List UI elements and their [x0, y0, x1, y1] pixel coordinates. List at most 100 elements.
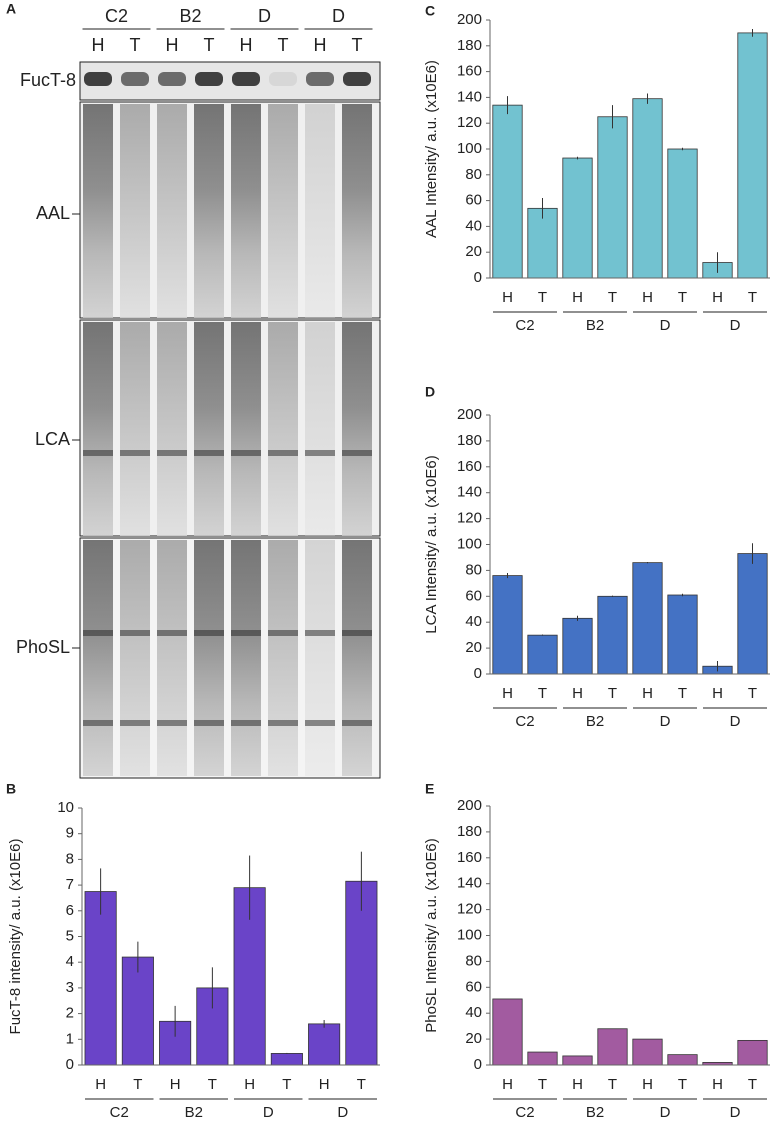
x-tick-label: H	[642, 1076, 653, 1093]
y-tick-label: 120	[457, 901, 482, 918]
y-tick-label: 0	[66, 1056, 74, 1073]
y-tick-label: 120	[457, 510, 482, 527]
x-tick-label: T	[748, 289, 757, 306]
x-tick-label: H	[712, 1076, 723, 1093]
blot-lane	[120, 104, 150, 318]
y-tick-label: 40	[465, 1004, 482, 1021]
y-tick-label: 0	[474, 269, 482, 286]
bar	[492, 575, 523, 675]
lane-label: T	[130, 35, 141, 55]
blot-lane	[305, 104, 335, 318]
row-label: AAL	[36, 203, 70, 223]
group-label: D	[660, 713, 671, 730]
blot-lane	[194, 540, 224, 776]
group-label: B2	[586, 713, 604, 730]
y-tick-label: 200	[457, 11, 482, 28]
x-tick-label: T	[748, 1076, 757, 1093]
blot-lane	[120, 540, 150, 776]
bar	[737, 1039, 768, 1066]
blot-lane	[120, 322, 150, 536]
blot-band	[305, 720, 335, 726]
x-tick-label: T	[678, 685, 687, 702]
blot-band	[120, 450, 150, 456]
row-label: FucT-8	[20, 70, 76, 90]
x-tick-label: T	[608, 289, 617, 306]
y-tick-label: 180	[457, 37, 482, 54]
y-tick-label: 160	[457, 458, 482, 475]
group-label: C2	[515, 1104, 534, 1121]
y-tick-label: 9	[66, 825, 74, 842]
blot-band	[83, 450, 113, 456]
y-tick-label: 20	[465, 243, 482, 260]
blot-lane	[268, 322, 298, 536]
blot-lane	[83, 540, 113, 776]
x-tick-label: H	[95, 1076, 106, 1093]
blot-band	[121, 72, 149, 86]
x-tick-label: H	[502, 289, 513, 306]
blot-band	[157, 630, 187, 636]
lane-label: H	[314, 35, 327, 55]
y-tick-label: 140	[457, 484, 482, 501]
y-tick-label: 120	[457, 114, 482, 131]
blot-band	[194, 720, 224, 726]
y-tick-label: 0	[474, 1056, 482, 1073]
blot-lane	[157, 104, 187, 318]
blot-lane	[342, 322, 372, 536]
bar	[632, 562, 663, 675]
x-tick-label: H	[642, 289, 653, 306]
y-tick-label: 4	[66, 953, 74, 970]
bar	[492, 998, 523, 1066]
lane-label: T	[352, 35, 363, 55]
y-axis-label: AAL Intensity/ a.u. (x10E6)	[423, 60, 440, 238]
bar	[737, 553, 768, 675]
x-tick-label: T	[133, 1076, 142, 1093]
blot-band	[231, 450, 261, 456]
bar	[737, 32, 768, 279]
blot-lane	[231, 540, 261, 776]
y-tick-label: 5	[66, 927, 74, 944]
x-tick-label: H	[170, 1076, 181, 1093]
y-tick-label: 80	[465, 561, 482, 578]
blot-band	[342, 720, 372, 726]
y-tick-label: 60	[465, 587, 482, 604]
bar	[270, 1053, 303, 1066]
row-label: PhoSL	[16, 637, 70, 657]
y-tick-label: 2	[66, 1005, 74, 1022]
bar	[632, 1038, 663, 1066]
blot-band	[305, 450, 335, 456]
y-axis-label: LCA Intensity/ a.u. (x10E6)	[423, 455, 440, 633]
blot-band	[83, 720, 113, 726]
y-tick-label: 20	[465, 639, 482, 656]
group-label: D	[332, 6, 345, 26]
blot-lane	[83, 104, 113, 318]
y-tick-label: 10	[57, 799, 74, 816]
x-tick-label: H	[319, 1076, 330, 1093]
blot-band	[120, 720, 150, 726]
x-tick-label: H	[502, 685, 513, 702]
lane-label: H	[240, 35, 253, 55]
group-label: B2	[586, 1104, 604, 1121]
blot-image	[79, 61, 381, 779]
blot-band	[231, 720, 261, 726]
blot-lane	[268, 104, 298, 318]
y-tick-label: 6	[66, 902, 74, 919]
y-tick-label: 80	[465, 952, 482, 969]
blot-band	[83, 630, 113, 636]
y-tick-label: 8	[66, 850, 74, 867]
group-label: D	[730, 713, 741, 730]
bar	[527, 634, 558, 675]
y-tick-label: 20	[465, 1030, 482, 1047]
bar	[667, 594, 698, 675]
y-tick-label: 7	[66, 876, 74, 893]
x-tick-label: H	[502, 1076, 513, 1093]
y-tick-label: 60	[465, 192, 482, 209]
bar	[527, 207, 558, 279]
x-tick-label: T	[208, 1076, 217, 1093]
y-tick-label: 140	[457, 875, 482, 892]
group-label: D	[730, 317, 741, 334]
blot-lane	[268, 540, 298, 776]
bar	[308, 1023, 341, 1066]
x-tick-label: T	[678, 289, 687, 306]
blot-band	[342, 630, 372, 636]
bar	[667, 1054, 698, 1066]
